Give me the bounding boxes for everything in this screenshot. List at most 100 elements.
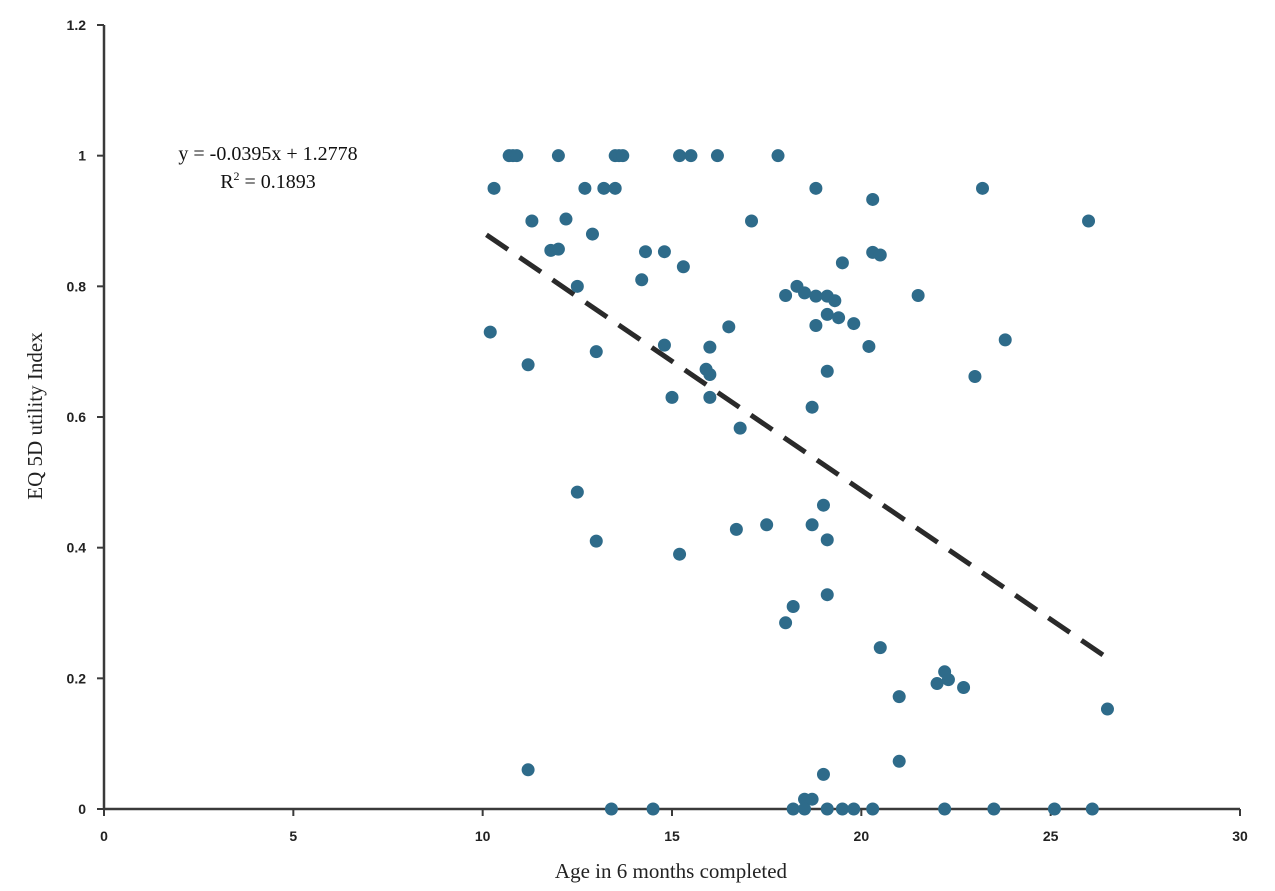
data-point [673,547,687,561]
data-point [892,690,906,704]
x-tick-label: 20 [854,828,870,844]
data-point [665,390,679,404]
data-point [483,325,497,339]
data-point [525,214,539,228]
data-point [745,214,759,228]
data-point [551,149,565,163]
data-point [816,767,830,781]
data-point [809,319,823,333]
data-point [589,534,603,548]
data-point [635,273,649,287]
x-tick-label: 25 [1043,828,1059,844]
data-point [873,641,887,655]
data-point [820,307,834,321]
data-point [930,677,944,691]
y-tick-label: 0 [78,801,86,817]
y-tick-label: 1.2 [67,17,87,33]
data-point [703,390,717,404]
data-point [779,616,793,630]
data-point [676,260,690,274]
data-point [487,181,501,195]
r-squared-prefix: R [220,171,234,193]
data-point [957,680,971,694]
data-point [798,286,812,300]
data-point [786,802,800,816]
data-point [729,522,743,536]
data-point [911,288,925,302]
data-point [809,289,823,303]
data-point [820,364,834,378]
data-point [1047,802,1061,816]
data-point [1082,214,1096,228]
data-point [820,533,834,547]
y-tick-label: 0.2 [67,670,87,686]
data-point [835,256,849,270]
data-point [551,242,565,256]
data-point [809,181,823,195]
data-point [597,181,611,195]
data-point [805,518,819,532]
y-ticks: 0 0.2 0.4 0.6 0.8 1 1.2 [67,17,104,817]
data-point [976,181,990,195]
data-point [847,317,861,331]
data-point [847,802,861,816]
data-point [941,673,955,687]
data-point [521,358,535,372]
trendline-equation: y = -0.0395x + 1.2778 [178,143,357,165]
data-point [873,248,887,262]
y-tick-label: 0.6 [67,409,87,425]
data-point [820,588,834,602]
data-point [798,802,812,816]
r-squared-value: = 0.1893 [240,171,316,193]
data-point [835,802,849,816]
data-point [1100,702,1114,716]
data-point [589,345,603,359]
data-point [616,149,630,163]
data-point [968,369,982,383]
data-point [779,288,793,302]
data-point [585,227,599,241]
data-point [570,279,584,293]
data-point [657,338,671,352]
data-point [604,802,618,816]
data-point [866,192,880,206]
x-tick-label: 15 [664,828,680,844]
data-point [578,181,592,195]
data-point [938,802,952,816]
x-tick-label: 0 [100,828,108,844]
data-point [733,421,747,435]
x-tick-label: 10 [475,828,491,844]
y-axis-title: EQ 5D utility Index [23,332,47,500]
data-point [703,368,717,382]
data-point [608,181,622,195]
data-point [570,485,584,499]
data-point [760,518,774,532]
data-point [657,245,671,259]
data-point [710,149,724,163]
data-point [646,802,660,816]
y-tick-label: 0.8 [67,278,87,294]
data-point [816,498,830,512]
data-point [521,763,535,777]
data-point [832,311,846,325]
data-point [862,339,876,353]
data-point [786,599,800,613]
data-point [684,149,698,163]
data-point [805,400,819,414]
data-point [559,212,573,226]
data-point [673,149,687,163]
data-point [722,320,736,334]
r-squared-exponent: 2 [234,169,240,183]
x-tick-label: 30 [1232,828,1248,844]
data-points [483,149,1114,816]
data-point [771,149,785,163]
x-ticks: 0 5 10 15 20 25 30 [100,809,1248,844]
data-point [987,802,1001,816]
data-point [703,340,717,354]
y-tick-label: 1 [78,148,86,164]
x-tick-label: 5 [289,828,297,844]
data-point [892,754,906,768]
y-tick-label: 0.4 [67,540,87,556]
r-squared-label: R2 = 0.1893 [220,169,316,193]
